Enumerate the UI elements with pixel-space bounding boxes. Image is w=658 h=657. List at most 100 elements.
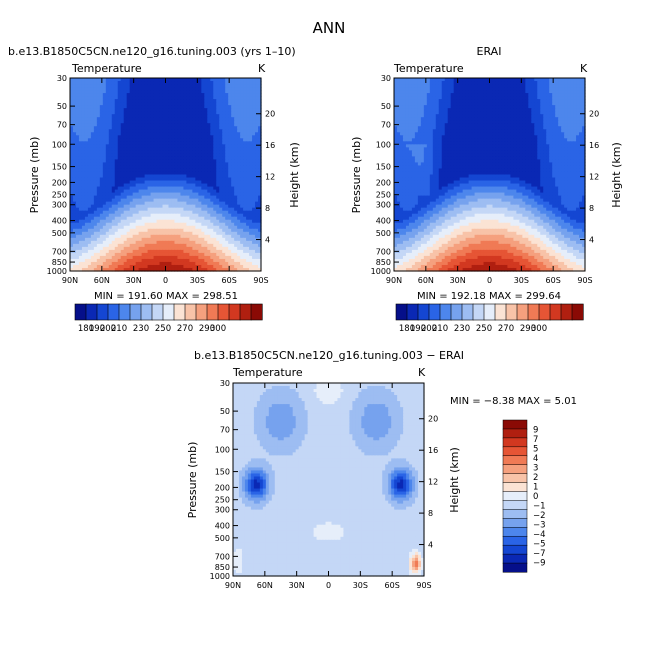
contour-cell: [81, 105, 86, 109]
contour-cell: [246, 204, 250, 209]
contour-cell: [78, 177, 83, 182]
contour-cell: [162, 144, 167, 148]
contour-cell: [147, 216, 152, 221]
contour-cell: [210, 78, 214, 82]
contour-cell: [225, 207, 229, 212]
contour-cell: [162, 177, 167, 182]
contour-cell: [70, 102, 74, 106]
contour-cell: [168, 156, 173, 161]
contour-cell: [216, 162, 220, 167]
contour-cell: [150, 150, 155, 154]
contour-cell: [249, 126, 253, 130]
contour-cell: [180, 180, 184, 185]
contour-cell: [258, 147, 262, 151]
contour-cell: [252, 177, 256, 182]
contour-cell: [252, 204, 256, 209]
contour-cell: [162, 99, 167, 103]
colorbar-box: [107, 303, 120, 321]
contour-cell: [141, 162, 146, 167]
contour-cell: [180, 120, 184, 124]
contour-cell: [93, 81, 98, 85]
contour-cell: [180, 135, 184, 139]
contour-cell: [87, 192, 92, 197]
y-tick-label: 300: [52, 201, 67, 210]
contour-cell: [165, 204, 170, 209]
contour-cell: [174, 162, 179, 167]
contour-cell: [171, 102, 176, 106]
contour-cell: [177, 204, 182, 209]
contour-cell: [171, 168, 176, 173]
colorbar-label: 250: [155, 324, 171, 334]
contour-cell: [147, 156, 152, 161]
contour-cell: [78, 168, 83, 173]
contour-cell: [213, 198, 217, 203]
contour-cell: [90, 165, 95, 170]
contour-cell: [213, 168, 217, 173]
contour-cell: [216, 213, 220, 218]
contour-cell: [252, 153, 256, 158]
contour-cell: [174, 144, 179, 148]
contour-cell: [156, 153, 161, 158]
contour-cell: [87, 102, 92, 106]
contour-cell: [183, 144, 187, 148]
contour-cell: [225, 174, 229, 179]
contour-cell: [105, 177, 110, 182]
contour-cell: [72, 135, 77, 139]
contour-cell: [186, 111, 190, 115]
contour-cell: [192, 126, 196, 130]
contour-cell: [258, 87, 262, 91]
contour-cell: [171, 114, 176, 118]
contour-cell: [102, 120, 107, 124]
contour-cell: [129, 135, 134, 139]
contour-cell: [70, 87, 74, 91]
contour-cell: [129, 87, 134, 91]
contour-cell: [195, 174, 199, 179]
contour-cell: [210, 180, 214, 185]
contour-cell: [213, 87, 217, 91]
contour-cell: [255, 222, 259, 227]
contour-cell: [219, 207, 223, 212]
contour-cell: [240, 132, 244, 136]
contour-cell: [189, 102, 193, 106]
contour-cell: [123, 162, 128, 167]
contour-cell: [216, 135, 220, 139]
contour-cell: [174, 117, 179, 121]
contour-cell: [81, 192, 86, 197]
contour-cell: [246, 192, 250, 197]
contour-cell: [114, 96, 119, 100]
contour-cell: [162, 114, 167, 118]
contour-cell: [84, 162, 89, 167]
contour-cell: [96, 81, 101, 85]
contour-cell: [84, 219, 89, 224]
contour-cell: [117, 129, 122, 133]
contour-cell: [144, 216, 149, 221]
contour-cell: [180, 132, 184, 136]
contour-cell: [111, 87, 116, 91]
contour-cell: [174, 93, 179, 97]
contour-cell: [150, 204, 155, 209]
contour-cell: [237, 84, 241, 88]
panel-title: ERAI: [477, 45, 502, 58]
contour-cell: [192, 102, 196, 106]
contour-cell: [189, 180, 193, 185]
contour-cell: [150, 198, 155, 203]
contour-cell: [150, 186, 155, 191]
contour-cell: [162, 165, 167, 170]
contour-cell: [210, 135, 214, 139]
contour-cell: [219, 132, 223, 136]
contour-cell: [168, 216, 173, 221]
contour-cell: [153, 114, 158, 118]
contour-cell: [216, 141, 220, 145]
contour-cell: [177, 168, 182, 173]
contour-cell: [117, 87, 122, 91]
contour-cell: [105, 186, 110, 191]
contour-cell: [108, 183, 113, 188]
contour-cell: [249, 111, 253, 115]
contour-cell: [183, 210, 187, 215]
contour-cell: [231, 213, 235, 218]
contour-cell: [240, 84, 244, 88]
contour-cell: [102, 138, 107, 142]
contour-cell: [237, 192, 241, 197]
contour-cell: [147, 81, 152, 85]
contour-cell: [186, 135, 190, 139]
